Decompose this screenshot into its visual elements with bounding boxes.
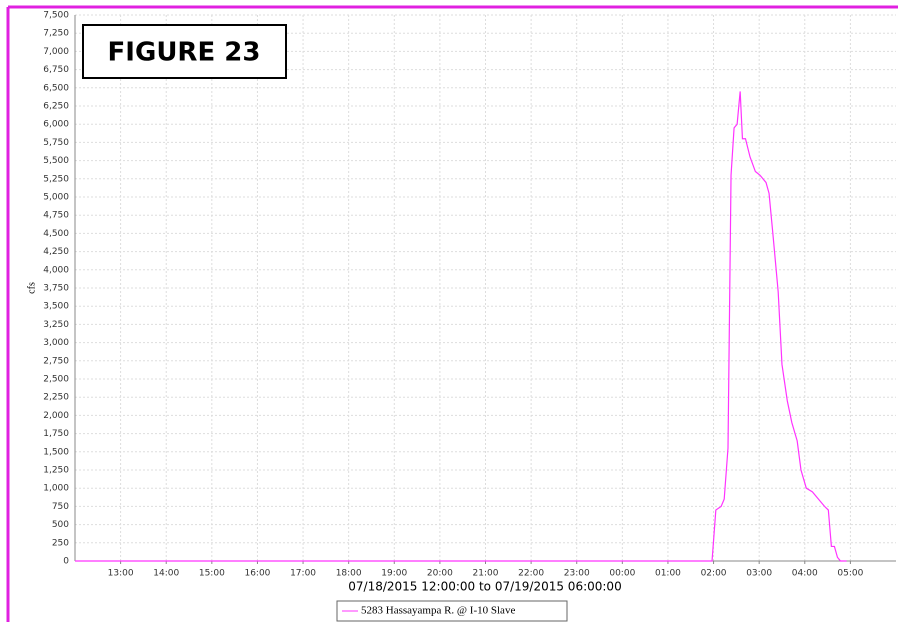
y-label: cfs — [26, 282, 37, 294]
x-tick-label: 02:00 — [701, 569, 727, 579]
x-tick-label: 23:00 — [564, 569, 590, 579]
x-tick-label: 01:00 — [655, 569, 681, 579]
x-tick-label: 03:00 — [746, 569, 772, 579]
y-tick-label: 2,500 — [43, 375, 69, 385]
x-tick-label: 19:00 — [381, 569, 407, 579]
x-tick-label: 18:00 — [336, 569, 362, 579]
legend-label: 5283 Hassayampa R. @ I-10 Slave — [361, 605, 515, 617]
y-tick-label: 5,750 — [43, 138, 69, 148]
x-tick-label: 00:00 — [609, 569, 635, 579]
y-tick-label: 2,750 — [43, 356, 69, 366]
y-tick-label: 0 — [63, 557, 69, 567]
y-tick-label: 250 — [52, 538, 69, 548]
y-tick-label: 6,000 — [43, 120, 69, 130]
y-tick-label: 1,750 — [43, 429, 69, 439]
y-tick-label: 5,250 — [43, 174, 69, 184]
y-tick-label: 2,000 — [43, 411, 69, 421]
y-tick-label: 2,250 — [43, 393, 69, 403]
x-tick-label: 16:00 — [244, 569, 270, 579]
x-tick-label: 15:00 — [199, 569, 225, 579]
x-tick-label: 14:00 — [153, 569, 179, 579]
y-tick-label: 1,000 — [43, 484, 69, 494]
y-tick-label: 500 — [52, 520, 69, 530]
y-tick-label: 5,500 — [43, 156, 69, 166]
legend — [336, 600, 568, 622]
y-tick-label: 1,500 — [43, 447, 69, 457]
y-tick-label: 4,500 — [43, 229, 69, 239]
series-line — [75, 91, 847, 562]
figure-label: FIGURE 23 — [108, 38, 261, 68]
x-label: 07/18/2015 12:00:00 to 07/19/2015 06:00:… — [348, 580, 621, 594]
y-tick-label: 5,000 — [43, 193, 69, 203]
x-tick-label: 21:00 — [473, 569, 499, 579]
y-tick-label: 4,250 — [43, 247, 69, 257]
x-tick-label: 17:00 — [290, 569, 316, 579]
y-tick-label: 6,750 — [43, 65, 69, 75]
y-tick-label: 7,500 — [43, 11, 69, 21]
y-tick-label: 3,250 — [43, 320, 69, 330]
y-tick-label: 3,500 — [43, 302, 69, 312]
x-tick-label: 13:00 — [108, 569, 134, 579]
y-tick-label: 6,500 — [43, 83, 69, 93]
y-tick-label: 7,250 — [43, 29, 69, 39]
y-tick-label: 3,000 — [43, 338, 69, 348]
x-tick-label: 20:00 — [427, 569, 453, 579]
y-tick-label: 4,000 — [43, 265, 69, 275]
x-tick-label: 04:00 — [792, 569, 818, 579]
y-tick-label: 7,000 — [43, 47, 69, 57]
y-tick-label: 3,750 — [43, 284, 69, 294]
x-tick-label: 22:00 — [518, 569, 544, 579]
x-tick-label: 05:00 — [837, 569, 863, 579]
y-tick-label: 6,250 — [43, 102, 69, 112]
y-tick-label: 750 — [52, 502, 69, 512]
y-tick-label: 1,250 — [43, 466, 69, 476]
y-tick-label: 4,750 — [43, 211, 69, 221]
figure-box — [82, 24, 287, 79]
